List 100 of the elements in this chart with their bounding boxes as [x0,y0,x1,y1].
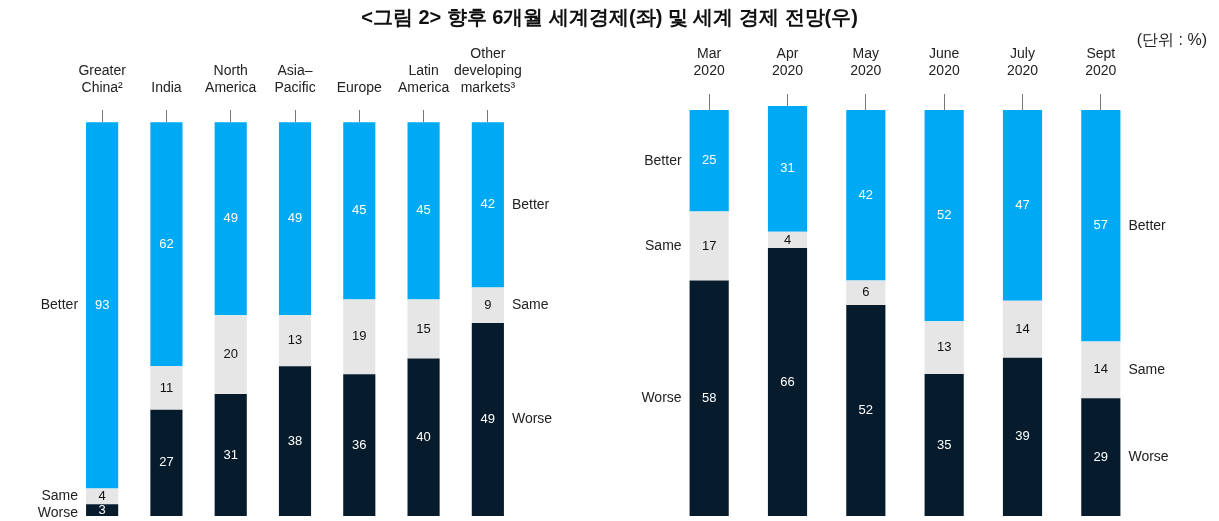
x-tick-label: Other developing markets³ [453,45,522,95]
data-label: 47 [1015,197,1030,213]
data-label: 27 [159,454,174,470]
data-label: 45 [416,202,431,218]
text: Same [511,296,549,313]
x-tick-label: Apr 2020 [771,45,804,79]
data-label: 15 [416,320,431,336]
data-label: 62 [159,235,174,251]
bar [1002,357,1043,516]
data-label: 31 [223,446,238,462]
text: Better [511,195,550,212]
bar [407,122,440,300]
text: (단위 : %) [1136,30,1207,50]
x-tick-label: May 2020 [850,45,882,79]
data-label: 42 [858,186,874,202]
series-label: Better [40,296,79,313]
x-tick-label: Sept 2020 [1085,45,1117,79]
data-label: 14 [1093,361,1109,377]
text: Same [1128,360,1165,377]
data-label: 14 [1015,320,1030,336]
bar [1002,300,1043,358]
bar [471,287,504,324]
data-label: 49 [223,210,238,226]
x-tick-label: Mar 2020 [693,45,725,79]
text: <그림 2> 향후 6개월 세계경제(좌) 및 세계 경제 전망(우) [360,5,859,30]
bar [214,315,247,394]
text: Worse [511,410,553,427]
bar [846,280,886,305]
data-label: 4 [783,231,792,247]
bar [1081,398,1121,516]
bar [343,299,376,375]
data-label: 39 [1015,428,1030,444]
series-label: Worse [641,389,682,406]
bar [767,231,808,249]
series-label: Better [644,151,682,168]
bar [1002,110,1043,301]
series-label: Same [41,487,79,504]
bar [924,373,964,516]
data-label: 13 [287,332,303,348]
x-tick-label: India [151,78,182,95]
bar [86,122,119,489]
bar [343,122,376,300]
data-label: 40 [416,428,431,444]
bar [214,393,247,516]
x-tick-label: June 2020 [928,45,960,79]
bar [150,409,183,516]
data-label: 49 [287,210,303,226]
data-label: 49 [480,411,496,427]
bar [278,366,312,516]
bar [150,122,183,367]
data-label: 42 [480,196,496,212]
bar [214,122,247,316]
data-label: 3 [98,501,106,517]
bar [924,321,964,374]
data-label: 93 [94,296,110,312]
bar [689,211,729,281]
bar [278,315,312,367]
data-label: 19 [352,328,367,344]
x-tick-label: Greater China² [78,62,127,95]
x-tick-label: Europe [336,78,383,95]
data-label: 38 [287,432,303,448]
data-label: 25 [701,152,717,168]
bar [689,110,729,212]
bar [846,304,886,516]
text: Better [1128,216,1166,233]
bar [407,299,440,359]
bar [278,122,312,316]
data-label: 11 [159,379,174,395]
data-label: 31 [780,160,795,176]
data-label: 29 [1093,448,1109,464]
bar [471,122,504,288]
series-label: Worse [37,504,79,521]
data-label: 35 [936,436,952,452]
bar [846,110,886,281]
bar [86,488,119,505]
bar [767,106,808,232]
bar [689,280,729,516]
data-label: 45 [352,202,367,218]
data-label: 20 [223,346,238,362]
series-label: Same [645,236,682,253]
data-label: 57 [1093,217,1109,233]
bar [924,110,964,322]
data-label: 17 [701,237,717,253]
data-label: 36 [352,436,367,452]
bar [407,358,440,516]
data-label: 58 [701,389,717,405]
bar [1081,110,1121,342]
data-label: 13 [936,339,952,355]
x-tick-label: July 2020 [1006,45,1039,79]
text: Worse [1128,448,1169,464]
bar [767,248,808,516]
bar [150,366,183,410]
bar [1081,341,1121,399]
x-tick-label: Latin America [397,62,450,95]
data-label: 6 [862,284,870,300]
x-tick-label: Asia–Pacific [274,62,316,95]
data-label: 9 [484,296,492,312]
x-tick-label: North America [205,62,257,95]
data-label: 52 [936,207,952,223]
data-label: 66 [780,373,795,389]
